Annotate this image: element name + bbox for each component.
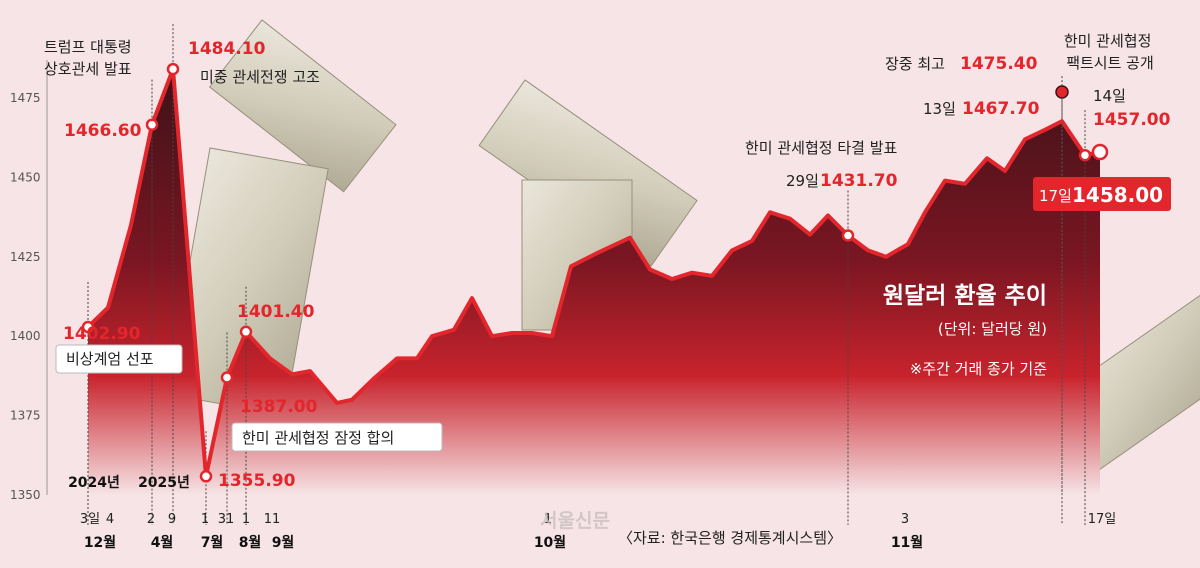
x-tick-label: 1 [201, 512, 209, 527]
x-tick-label: 3일 [80, 512, 100, 527]
annotation-prefix: 17일 [1039, 187, 1072, 205]
month-label: 4월 [151, 534, 174, 551]
month-label: 11월 [891, 534, 923, 551]
annotation-line-1: 한미 관세협정 [1064, 32, 1152, 50]
annotation-value: 1402.90 [63, 324, 141, 344]
annotation-july-end: 1387.00 [240, 397, 318, 417]
month-label: 12월 [84, 534, 116, 551]
y-axis: 1350 1375 1400 1425 1450 1475 [10, 60, 47, 502]
annotation-label: 한미 관세협정 팩트시트 공개 [1064, 32, 1156, 72]
annotation-label: 트럼프 대통령 상호관세 발표 [44, 38, 136, 78]
annotation-label: 한미 관세협정 타결 발표 [745, 139, 898, 157]
annotation-factsheet: 한미 관세협정 팩트시트 공개 14일 1457.00 [1064, 32, 1171, 130]
annotation-label: 미중 관세전쟁 고조 [200, 68, 320, 86]
annotation-line-2: 팩트시트 공개 [1066, 54, 1154, 72]
annotation-value: 1466.60 [64, 121, 142, 141]
annotation-prefix: 13일 [923, 100, 956, 118]
watermark-logo: 서울신문 [540, 510, 610, 532]
y-tick-label: 1350 [10, 488, 41, 502]
chart-title: 원달러 환율 추이 [883, 283, 1047, 309]
data-point [147, 120, 157, 130]
annotation-label: 한미 관세협정 잠정 합의 [242, 429, 394, 447]
data-point [241, 327, 251, 337]
data-point [168, 64, 178, 74]
data-point [843, 231, 853, 241]
y-tick-label: 1375 [10, 409, 41, 423]
month-label: 8월 [239, 534, 262, 551]
x-tick-label: 31 [218, 512, 235, 527]
annotation-label: 장중 최고 [885, 55, 945, 73]
y-tick-label: 1400 [10, 329, 41, 343]
annotation-value: 1475.40 [960, 54, 1038, 74]
annotation-reciprocal-tariff: 트럼프 대통령 상호관세 발표 1466.60 [44, 38, 142, 141]
x-tick-label: 9 [168, 512, 176, 527]
x-tick-label: 2 [147, 512, 155, 527]
annotation-line-2: 상호관세 발표 [44, 60, 132, 78]
x-tick-label: 17일 [1088, 512, 1117, 527]
annotation-prefix: 14일 [1093, 87, 1126, 105]
month-label: 7월 [201, 534, 224, 551]
source-note: 〈자료: 한국은행 경제통계시스템〉 [618, 529, 842, 547]
month-label: 9월 [272, 534, 295, 551]
annotation-value: 1458.00 [1072, 183, 1163, 207]
chart-subtitle: (단위: 달러당 원) [938, 320, 1047, 338]
annotation-value: 1467.70 [962, 99, 1040, 119]
data-point [1080, 150, 1090, 160]
data-point [201, 471, 211, 481]
month-label: 10월 [534, 534, 566, 551]
y-tick-label: 1475 [10, 91, 41, 105]
x-tick-label: 4 [106, 512, 114, 527]
data-point [1093, 145, 1107, 159]
annotation-deal-concluded: 한미 관세협정 타결 발표 29일 1431.70 [745, 139, 898, 191]
annotation-value: 1401.40 [237, 302, 315, 322]
x-tick-label: 1 [242, 512, 250, 527]
annotation-value: 1484.10 [188, 39, 266, 59]
annotation-july-low: 1355.90 [218, 471, 296, 491]
x-tick-label: 3 [901, 512, 909, 527]
x-tick-label: 11 [264, 512, 281, 527]
annotation-latest: 17일 1458.00 [1033, 177, 1171, 211]
annotation-prefix: 29일 [786, 172, 819, 190]
annotation-label: 비상계엄 선포 [66, 350, 154, 368]
y-tick-label: 1450 [10, 170, 41, 184]
annotation-line-1: 트럼프 대통령 [44, 38, 132, 56]
y-tick-label: 1425 [10, 250, 41, 264]
annotation-value: 1387.00 [240, 397, 318, 417]
annotation-value: 1431.70 [820, 171, 898, 191]
chart-note: ※주간 거래 종가 기준 [910, 360, 1047, 378]
intraday-high-marker [1056, 86, 1068, 98]
annotation-value: 1355.90 [218, 471, 296, 491]
year-label: 2025년 [138, 475, 190, 491]
annotation-value: 1457.00 [1093, 110, 1171, 130]
data-point [222, 373, 232, 383]
year-label: 2024년 [68, 475, 120, 491]
annotation-13th: 13일 1467.70 [923, 99, 1040, 119]
